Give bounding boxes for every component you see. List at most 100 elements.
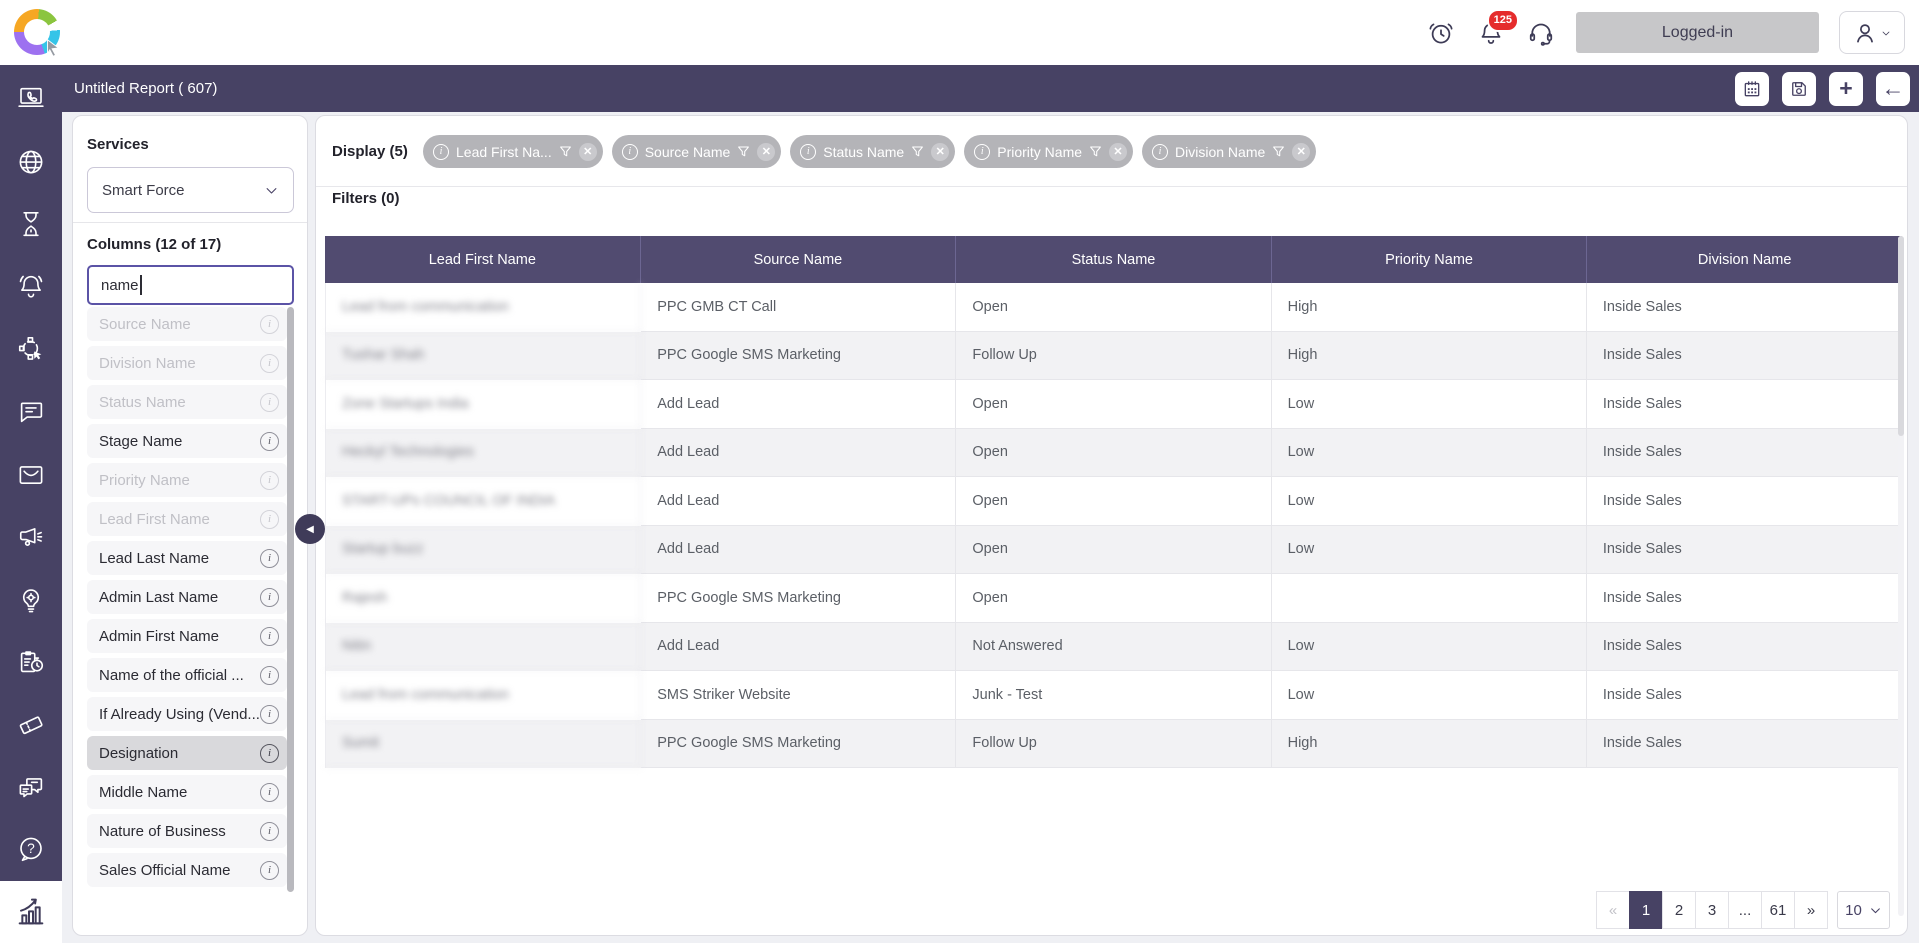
info-icon[interactable]: i xyxy=(260,743,279,763)
column-list-item[interactable]: Admin First Name i xyxy=(87,619,287,653)
table-row[interactable]: Rajesh PPC Google SMS Marketing Open Inside… xyxy=(325,574,1903,623)
alarm-icon[interactable] xyxy=(1426,18,1456,48)
display-chip[interactable]: i Division Name ✕ xyxy=(1142,135,1317,168)
info-icon[interactable]: i xyxy=(260,860,279,880)
remove-chip-icon[interactable]: ✕ xyxy=(757,142,776,161)
columns-list: Source Name i Division Name i Status Nam… xyxy=(87,307,287,892)
column-list-item[interactable]: Priority Name i xyxy=(87,463,287,497)
sidebar-item-mail[interactable] xyxy=(16,460,46,490)
sidebar-item-campaigns[interactable] xyxy=(16,522,46,552)
table-header-cell[interactable]: Lead First Name xyxy=(325,236,641,283)
sidebar-item-call[interactable] xyxy=(16,83,46,113)
remove-chip-icon[interactable]: ✕ xyxy=(1292,142,1311,161)
sidebar-item-reports[interactable] xyxy=(0,881,62,943)
table-scrollbar[interactable] xyxy=(1898,236,1904,916)
pagination-page[interactable]: « xyxy=(1596,891,1630,929)
panel-scrollbar[interactable] xyxy=(287,307,294,892)
column-list-item[interactable]: Admin Last Name i xyxy=(87,580,287,614)
table-scrollbar-thumb[interactable] xyxy=(1898,236,1904,436)
table-header-cell[interactable]: Status Name xyxy=(956,236,1272,283)
column-list-item[interactable]: If Already Using (Vend... i xyxy=(87,697,287,731)
column-list-item[interactable]: Name of the official ... i xyxy=(87,658,287,692)
column-label: Priority Name xyxy=(99,471,190,489)
info-icon[interactable]: i xyxy=(260,626,279,646)
sidebar-item-messages[interactable] xyxy=(16,397,46,427)
sidebar-item-smart-force[interactable] xyxy=(16,334,46,364)
back-button[interactable]: ← xyxy=(1876,71,1910,106)
info-icon[interactable]: i xyxy=(260,782,279,802)
sidebar-item-web[interactable] xyxy=(16,147,46,177)
sidebar-item-alerts[interactable] xyxy=(16,271,46,301)
filter-icon[interactable] xyxy=(1089,145,1102,158)
column-list-item[interactable]: Stage Name i xyxy=(87,424,287,458)
column-list-item[interactable]: Division Name i xyxy=(87,346,287,380)
sidebar-item-help[interactable]: ? xyxy=(16,834,46,864)
collapse-panel-button[interactable]: ◀ xyxy=(295,514,325,544)
service-select[interactable]: Smart Force xyxy=(87,167,294,213)
display-chip[interactable]: i Source Name ✕ xyxy=(611,135,782,168)
info-icon[interactable]: i xyxy=(260,314,279,334)
info-icon[interactable]: i xyxy=(260,587,279,607)
display-chip[interactable]: i Lead First Na... ✕ xyxy=(423,135,603,168)
columns-search-input[interactable] xyxy=(87,265,294,305)
column-list-item[interactable]: Source Name i xyxy=(87,307,287,341)
table-row[interactable]: Lead from communication SMS Striker Websi… xyxy=(325,671,1903,720)
notifications-bell-icon[interactable]: 125 xyxy=(1476,8,1519,48)
pagination-page[interactable]: » xyxy=(1794,891,1828,929)
info-icon[interactable]: i xyxy=(260,548,279,568)
table-header-cell[interactable]: Source Name xyxy=(641,236,957,283)
column-list-item[interactable]: Middle Name i xyxy=(87,775,287,809)
remove-chip-icon[interactable]: ✕ xyxy=(1109,142,1128,161)
column-list-item[interactable]: Nature of Business i xyxy=(87,814,287,848)
info-icon[interactable]: i xyxy=(260,704,279,724)
add-report-button[interactable]: + xyxy=(1829,71,1863,106)
schedule-button[interactable] xyxy=(1735,71,1769,106)
column-list-item[interactable]: Sales Official Name i xyxy=(87,853,287,887)
table-row[interactable]: Tushar Shah PPC Google SMS Marketing Follo… xyxy=(325,331,1903,380)
table-row[interactable]: Sumit PPC Google SMS Marketing Follow Up Hi… xyxy=(325,719,1903,768)
column-list-item[interactable]: Status Name i xyxy=(87,385,287,419)
display-chip[interactable]: i Priority Name ✕ xyxy=(964,135,1134,168)
headset-icon[interactable] xyxy=(1526,18,1556,48)
table-header-cell[interactable]: Priority Name xyxy=(1272,236,1588,283)
column-list-item[interactable]: Lead Last Name i xyxy=(87,541,287,575)
info-icon[interactable]: i xyxy=(260,353,279,373)
info-icon[interactable]: i xyxy=(260,392,279,412)
remove-chip-icon[interactable]: ✕ xyxy=(578,142,597,161)
app-logo-icon[interactable] xyxy=(14,9,60,57)
page-size-select[interactable]: 10 xyxy=(1837,891,1890,929)
pagination-page[interactable]: 61 xyxy=(1761,891,1795,929)
pagination-page[interactable]: 1 xyxy=(1629,891,1663,929)
column-list-item[interactable]: Designation i xyxy=(87,736,287,770)
remove-chip-icon[interactable]: ✕ xyxy=(931,142,950,161)
table-row[interactable]: Lead from communication PPC GMB CT Call Op… xyxy=(325,283,1903,332)
info-icon[interactable]: i xyxy=(260,509,279,529)
table-row[interactable]: Zone Startups India Add Lead Open Low Inside… xyxy=(325,380,1903,429)
sidebar-item-tickets[interactable] xyxy=(16,710,46,740)
info-icon[interactable]: i xyxy=(260,665,279,685)
filter-icon[interactable] xyxy=(737,145,750,158)
sidebar-item-insights[interactable] xyxy=(16,585,46,615)
info-icon[interactable]: i xyxy=(260,821,279,841)
column-list-item[interactable]: Lead First Name i xyxy=(87,502,287,536)
pagination-page[interactable]: 3 xyxy=(1695,891,1729,929)
table-row[interactable]: Startup buzz Add Lead Open Low Inside Sales xyxy=(325,525,1903,574)
table-row[interactable]: Heckyl Technologies Add Lead Open Low Inside… xyxy=(325,428,1903,477)
save-button[interactable] xyxy=(1782,71,1816,106)
sidebar-item-conversations[interactable] xyxy=(16,772,46,802)
filter-icon[interactable] xyxy=(559,145,572,158)
filter-icon[interactable] xyxy=(1272,145,1285,158)
info-icon[interactable]: i xyxy=(260,431,279,451)
profile-menu-button[interactable] xyxy=(1839,11,1905,54)
filter-icon[interactable] xyxy=(911,145,924,158)
logged-in-button[interactable]: Logged-in xyxy=(1576,12,1819,53)
info-icon[interactable]: i xyxy=(260,470,279,490)
table-header-cell[interactable]: Division Name xyxy=(1697,251,1792,268)
table-row[interactable]: START-UPs COUNCIL OF INDIA Add Lead Open Lo… xyxy=(325,477,1903,526)
pagination-page[interactable]: 2 xyxy=(1662,891,1696,929)
table-row[interactable]: Nitin Add Lead Not Answered Low Inside Sales xyxy=(325,622,1903,671)
sidebar-item-history[interactable] xyxy=(16,209,46,239)
display-chip[interactable]: i Status Name ✕ xyxy=(790,135,956,168)
pagination-page[interactable]: ... xyxy=(1728,891,1762,929)
sidebar-item-tasks[interactable] xyxy=(16,647,46,677)
